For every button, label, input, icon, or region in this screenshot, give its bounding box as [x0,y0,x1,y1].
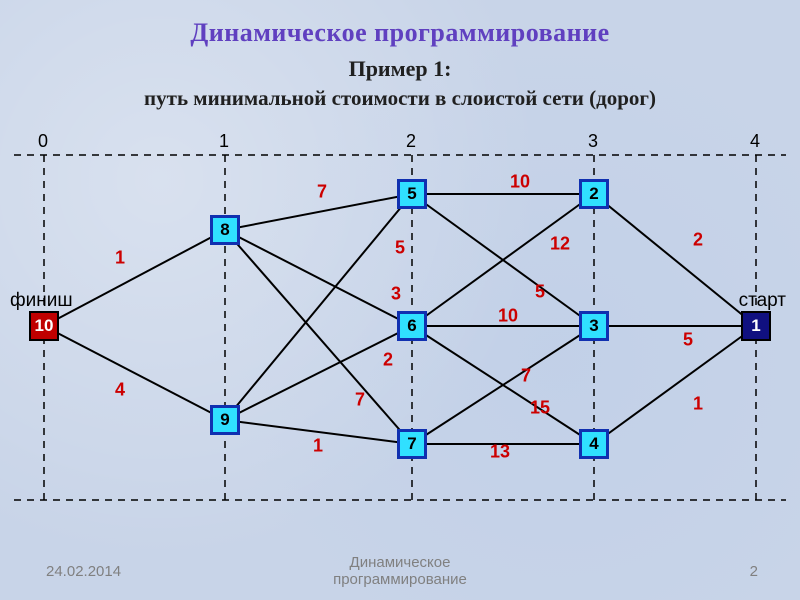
node-label: 2 [589,184,598,204]
node-label: 7 [407,434,416,454]
node-9: 9 [210,405,240,435]
edge-weight: 1 [311,436,325,457]
node-label: 4 [589,434,598,454]
node-label: 5 [407,184,416,204]
node-label: 10 [35,316,54,336]
node-label: 1 [751,316,760,336]
layer-label-2: 2 [406,131,416,152]
edge-weight: 1 [691,394,705,415]
edge-weight: 1 [113,248,127,269]
node-label: 8 [220,220,229,240]
edge-weight: 3 [389,284,403,305]
layer-label-4: 4 [750,131,760,152]
node-7: 7 [397,429,427,459]
node-3: 3 [579,311,609,341]
edge-weight: 10 [508,172,532,193]
node-6: 6 [397,311,427,341]
edge-weight: 5 [533,282,547,303]
edge-weight: 7 [519,366,533,387]
layer-label-0: 0 [38,131,48,152]
edge-weight: 12 [548,234,572,255]
edge-weight: 10 [496,306,520,327]
footer-page: 2 [750,563,758,580]
node-10: 10 [29,311,59,341]
edge-weight: 7 [353,390,367,411]
node-1: 1 [741,311,771,341]
footer-center: Динамическоепрограммирование [0,554,800,588]
node-8: 8 [210,215,240,245]
edge-weight: 13 [488,442,512,463]
node-label: 6 [407,316,416,336]
finish-label: финиш [10,290,73,312]
node-label: 9 [220,410,229,430]
edge-weight: 15 [528,398,552,419]
edge-weight: 5 [681,330,695,351]
layer-label-1: 1 [219,131,229,152]
node-5: 5 [397,179,427,209]
edge-weight: 4 [113,380,127,401]
edge-weight: 2 [381,350,395,371]
start-label: старт [739,290,786,312]
edge-weight: 2 [691,230,705,251]
node-2: 2 [579,179,609,209]
node-label: 3 [589,316,598,336]
edge-weight: 7 [315,182,329,203]
node-4: 4 [579,429,609,459]
layer-label-3: 3 [588,131,598,152]
edge-weight: 5 [393,238,407,259]
